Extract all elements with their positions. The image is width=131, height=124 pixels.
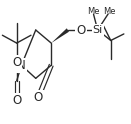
Text: Me: Me <box>87 7 99 16</box>
Text: O: O <box>76 24 86 37</box>
Text: Me: Me <box>103 7 116 16</box>
Text: N: N <box>17 59 26 72</box>
Polygon shape <box>51 28 69 43</box>
Text: O: O <box>12 56 21 69</box>
Text: O: O <box>12 94 21 107</box>
Text: Si: Si <box>92 25 103 35</box>
Text: O: O <box>34 91 43 104</box>
